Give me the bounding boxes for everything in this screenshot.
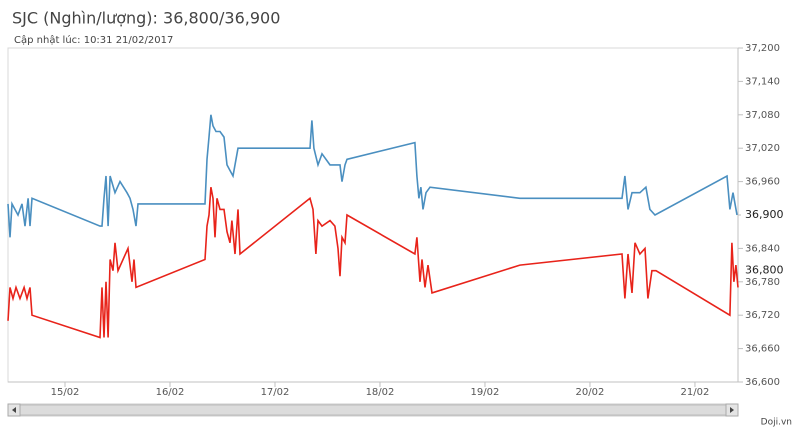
scroll-thumb[interactable] [19,404,727,416]
x-tick-label: 20/02 [576,387,605,398]
y-tick-label: 36,840 [745,243,780,254]
x-tick-label: 16/02 [156,387,185,398]
end-label-bg [741,208,791,222]
chart-title: SJC (Nghìn/lượng): 36,800/36,900 [12,9,280,28]
y-tick-label: 37,020 [745,143,780,154]
x-tick-label: 19/02 [471,387,500,398]
scrollbar[interactable] [7,403,739,417]
end-label-bg [741,263,791,278]
series-line [7,114,738,238]
end-label: 36,900 [745,208,784,221]
x-tick-label: 21/02 [681,387,710,398]
scroll-right-arrow [730,407,734,413]
chart-subtitle: Cập nhật lúc: 10:31 21/02/2017 [14,34,173,46]
x-tick-label: 15/02 [51,387,80,398]
y-tick-label: 37,080 [745,110,780,121]
plot-area [7,47,739,383]
y-tick-label: 36,960 [745,177,780,188]
y-tick-label: 36,600 [745,377,780,388]
x-tick-label: 18/02 [366,387,395,398]
y-tick-label: 36,720 [745,310,780,321]
series-line [7,187,739,339]
y-tick-label: 37,200 [745,43,780,54]
y-tick-label: 36,660 [745,344,780,355]
source: Doji.vn [761,418,792,428]
y-tick-label: 37,140 [745,76,780,87]
x-tick-label: 17/02 [261,387,290,398]
end-label: 36,800 [745,264,784,277]
scroll-left-arrow [12,407,16,413]
y-tick-label: 36,780 [745,277,780,288]
